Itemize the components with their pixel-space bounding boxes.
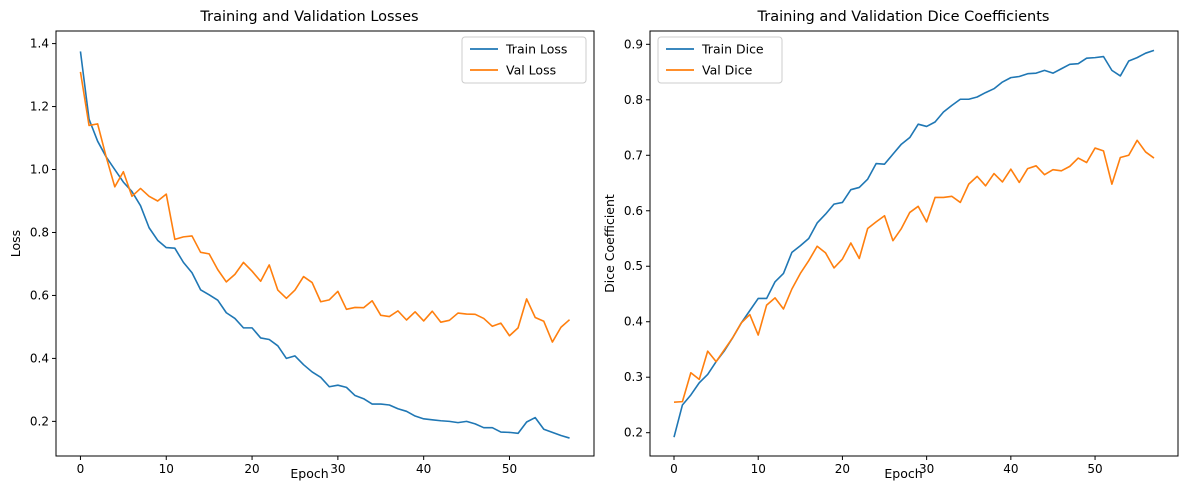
dice-y-tick-label: 0.3 [624,370,643,384]
dice-series-line-val-dice [673,139,1155,403]
loss-y-tick-label: 0.4 [30,351,49,365]
dice-y-tick-label: 0.8 [624,93,643,107]
dice-y-tick-label: 0.7 [624,148,643,162]
dice-axes-frame [649,30,1179,457]
loss-series-line-train-loss [79,51,570,439]
dice-x-tick-label: 20 [835,462,850,476]
loss-x-tick-label: 10 [159,462,174,476]
loss-x-axis-label: Epoch [290,466,328,481]
dice-legend-label-train-dice: Train Dice [701,42,764,57]
loss-axes-frame [55,30,595,457]
dice-plot-area: 0 10 20 30 40 50 0.2 0.3 0.4 0.5 0.6 0.7 0.8 0.9 Train… [624,30,1179,476]
loss-y-tick-label: 0.8 [30,225,49,239]
dice-x-axis-label: Epoch [884,466,922,481]
dice-y-tick-label: 0.4 [624,315,643,329]
loss-y-tick-label: 1.2 [30,100,49,114]
dice-legend: Train Dice Val Dice [657,36,783,84]
loss-x-tick-label: 0 [77,462,85,476]
dice-y-axis-label: Dice Coefficient [602,194,617,293]
dice-y-tick-label: 0.6 [624,204,643,218]
loss-legend-label-val-loss: Val Loss [506,63,556,78]
loss-y-tick-label: 1.0 [30,163,49,177]
loss-chart: Training and Validation Losses Epoch Los… [8,9,595,481]
loss-legend-label-train-loss: Train Loss [505,42,567,57]
dice-x-tick-label: 30 [919,462,934,476]
loss-x-tick-label: 30 [330,462,345,476]
loss-legend: Train Loss Val Loss [461,36,587,84]
dice-x-tick-label: 0 [670,462,678,476]
dice-x-tick-label: 40 [1003,462,1018,476]
loss-x-tick-label: 40 [416,462,431,476]
dice-y-tick-label: 0.5 [624,259,643,273]
dice-series-line-train-dice [673,49,1155,438]
loss-plot-area: 0 10 20 30 40 50 0.2 0.4 0.6 0.8 1.0 1.2 1.4 Train Lo… [30,30,595,476]
loss-x-tick-label: 50 [502,462,517,476]
dice-y-tick-label: 0.9 [624,37,643,51]
loss-x-tick-label: 20 [244,462,259,476]
dice-y-tick-label: 0.2 [624,426,643,440]
loss-y-tick-label: 0.2 [30,414,49,428]
dice-legend-label-val-dice: Val Dice [702,63,753,78]
loss-y-tick-label: 1.4 [30,37,49,51]
dice-x-tick-label: 50 [1087,462,1102,476]
dice-chart-title: Training and Validation Dice Coefficient… [757,9,1050,25]
loss-y-tick-label: 0.6 [30,288,49,302]
dice-chart: Training and Validation Dice Coefficient… [602,9,1179,481]
dice-x-tick-label: 10 [751,462,766,476]
loss-chart-title: Training and Validation Losses [199,9,418,25]
loss-series-line-val-loss [79,71,571,343]
loss-y-axis-label: Loss [8,230,23,257]
